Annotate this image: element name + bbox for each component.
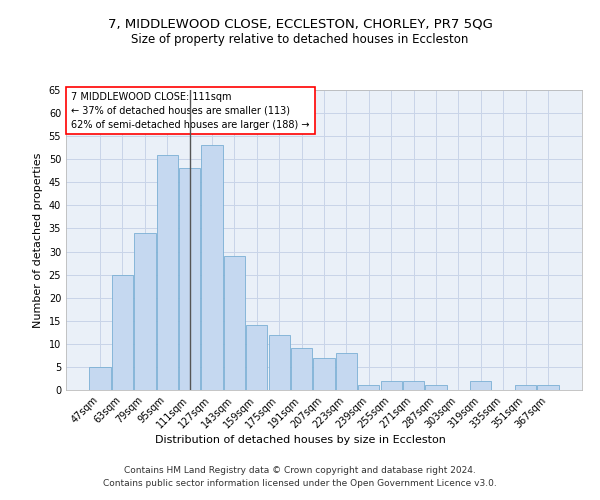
- Bar: [134, 233, 155, 390]
- Bar: [380, 381, 402, 390]
- Bar: [470, 381, 491, 390]
- Bar: [537, 386, 559, 390]
- Y-axis label: Number of detached properties: Number of detached properties: [33, 152, 43, 328]
- Bar: [224, 256, 245, 390]
- Text: 7, MIDDLEWOOD CLOSE, ECCLESTON, CHORLEY, PR7 5QG: 7, MIDDLEWOOD CLOSE, ECCLESTON, CHORLEY,…: [107, 18, 493, 30]
- Bar: [425, 386, 446, 390]
- Bar: [202, 146, 223, 390]
- Bar: [112, 274, 133, 390]
- Bar: [291, 348, 312, 390]
- Bar: [336, 353, 357, 390]
- Text: 7 MIDDLEWOOD CLOSE: 111sqm
← 37% of detached houses are smaller (113)
62% of sem: 7 MIDDLEWOOD CLOSE: 111sqm ← 37% of deta…: [71, 92, 310, 130]
- Bar: [515, 386, 536, 390]
- Bar: [246, 326, 268, 390]
- Bar: [179, 168, 200, 390]
- Text: Distribution of detached houses by size in Eccleston: Distribution of detached houses by size …: [155, 435, 445, 445]
- Bar: [269, 334, 290, 390]
- Text: Contains HM Land Registry data © Crown copyright and database right 2024.
Contai: Contains HM Land Registry data © Crown c…: [103, 466, 497, 487]
- Bar: [89, 367, 111, 390]
- Text: Size of property relative to detached houses in Eccleston: Size of property relative to detached ho…: [131, 32, 469, 46]
- Bar: [157, 154, 178, 390]
- Bar: [403, 381, 424, 390]
- Bar: [313, 358, 335, 390]
- Bar: [358, 386, 379, 390]
